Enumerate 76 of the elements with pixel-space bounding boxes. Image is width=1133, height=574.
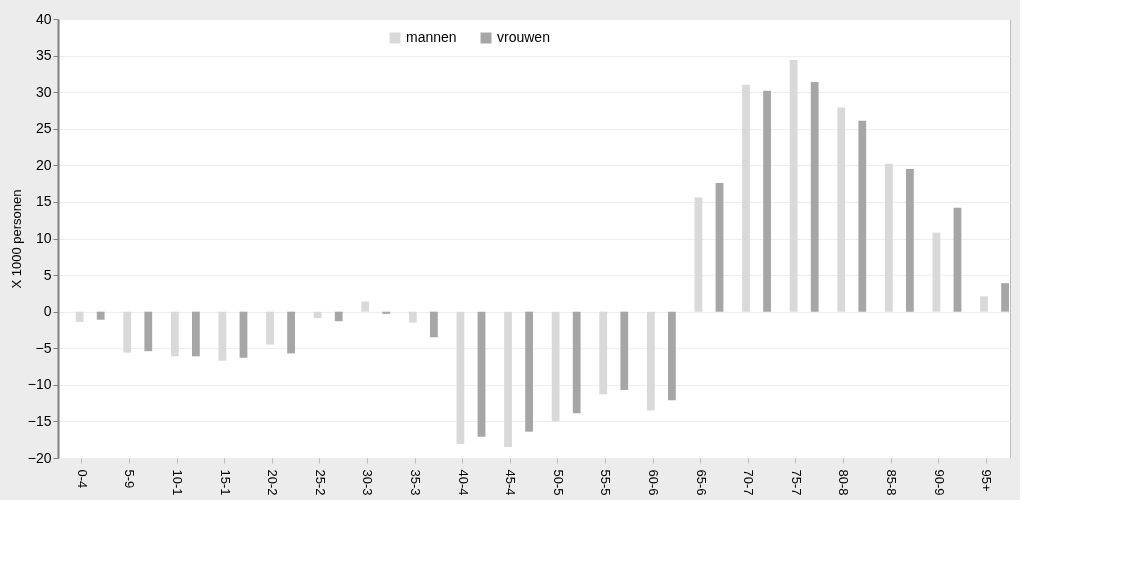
bar [456, 311, 465, 445]
bar [810, 81, 819, 312]
y-tick-label: 30 [35, 83, 52, 100]
bar [334, 311, 343, 322]
bar [742, 84, 750, 312]
y-tick-label: 35 [35, 47, 52, 64]
x-tick-label: 95+ [979, 469, 995, 492]
bar [694, 197, 703, 312]
bar [408, 311, 417, 323]
bar [382, 311, 391, 314]
bar [170, 311, 179, 357]
x-tick-label: 45-4 [503, 469, 519, 496]
bar [1001, 283, 1009, 312]
bar [361, 301, 370, 312]
bar [599, 311, 608, 395]
y-tick-label: 15 [35, 193, 52, 210]
bar [715, 182, 724, 312]
x-tick-label: 60-6 [646, 469, 661, 496]
x-tick-label: 75-7 [788, 469, 804, 496]
x-tick-label: 25-2 [312, 469, 328, 496]
bar [239, 311, 248, 358]
bar [75, 311, 84, 322]
bar [858, 120, 867, 312]
x-tick-label: 80-8 [836, 469, 852, 496]
bar [572, 311, 581, 414]
x-tick-label: 5-9 [122, 469, 138, 489]
x-tick-label: 40-4 [455, 469, 471, 496]
bar [789, 59, 798, 312]
bar [96, 311, 105, 320]
bar [429, 311, 438, 338]
bar [905, 168, 914, 312]
y-tick-label: −15 [27, 412, 52, 429]
x-tick-label: 65-6 [693, 469, 709, 496]
bar [620, 311, 629, 390]
bar [884, 163, 893, 312]
x-tick-label: 10-1 [170, 469, 185, 496]
bar [667, 311, 676, 401]
y-tick-label: 10 [35, 230, 52, 246]
bar [313, 311, 322, 319]
y-axis-title: X 1000 personen [8, 189, 24, 289]
x-tick-label: 50-5 [550, 469, 566, 496]
bar [266, 311, 274, 345]
x-tick-label: 85-8 [884, 469, 899, 496]
bar [144, 311, 153, 352]
y-tick-label: −5 [35, 339, 52, 356]
bar [551, 311, 560, 422]
x-tick-label: 70-7 [741, 469, 757, 496]
y-tick-label: 5 [43, 266, 52, 283]
y-tick-label: −20 [27, 449, 52, 466]
bar [218, 311, 227, 361]
x-tick-label: 55-5 [598, 469, 614, 496]
bar [191, 311, 200, 357]
x-tick-label: 90-9 [931, 469, 947, 496]
x-tick-label: 20-2 [265, 469, 281, 496]
y-tick-label: 20 [35, 156, 52, 173]
bar [123, 311, 132, 353]
bar [932, 232, 941, 312]
x-tick-label: 30-3 [360, 469, 376, 496]
x-tick-label: 35-3 [408, 469, 423, 496]
bar [837, 107, 846, 312]
bar [980, 296, 988, 312]
bar [525, 311, 533, 432]
x-tick-label: 15-1 [217, 469, 233, 496]
bar [953, 207, 962, 312]
bar [646, 311, 655, 411]
y-tick-label: 0 [43, 303, 52, 320]
y-tick-label: −10 [27, 376, 52, 393]
x-tick-label: 0-4 [74, 469, 90, 489]
y-tick-label: 25 [35, 120, 52, 137]
bar [477, 311, 486, 437]
legend-label: vrouwen [497, 29, 550, 45]
bar [763, 90, 771, 312]
y-tick-label: 40 [35, 10, 52, 27]
legend-label: mannen [406, 29, 457, 45]
bar [504, 311, 512, 448]
bar [287, 311, 295, 354]
